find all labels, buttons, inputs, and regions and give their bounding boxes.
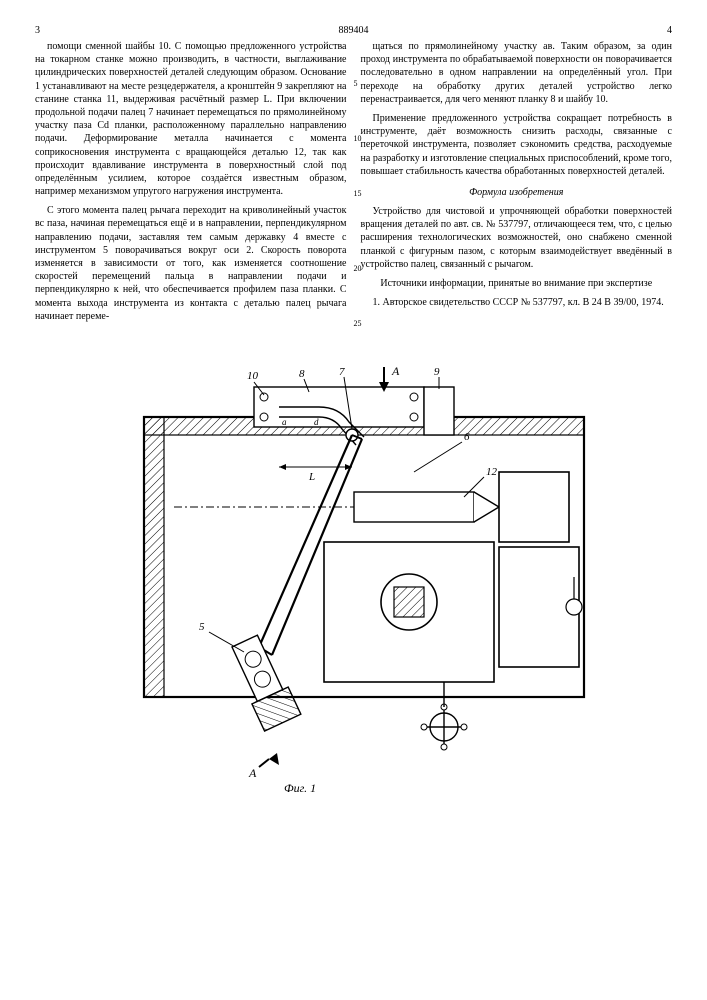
right-paragraph-3: Устройство для чистовой и упрочняющей об… [361,205,673,271]
sources-heading: Источники информации, принятые во вниман… [361,277,673,290]
page-number-left: 3 [35,25,65,36]
workpiece-12 [354,492,474,522]
dimension-L: L [279,464,352,483]
figure-1: A A L 10 8 7 9 [35,347,672,797]
document-number: 889404 [65,25,642,36]
left-paragraph-2: С этого момента палец рычага переходит н… [35,204,347,323]
callout-5: 5 [199,621,205,633]
callout-6: 6 [464,431,470,443]
right-column: щаться по прямолинейному участку ав. Так… [361,40,673,329]
callout-9: 9 [434,366,440,378]
tailstock [499,472,569,542]
callout-d: d [314,417,319,427]
figure-caption: Фиг. 1 [284,781,316,795]
carriage-nut [394,587,424,617]
cross-handwheel [421,704,467,750]
bolt-icon [410,393,418,401]
svg-text:A: A [248,766,257,780]
bolt-icon [260,413,268,421]
left-column: помощи сменной шайбы 10. С помощью предл… [35,40,347,329]
bracket-9 [424,387,454,435]
svg-text:L: L [308,471,315,483]
callout-12: 12 [486,466,498,478]
bolt-icon [410,413,418,421]
tailstock-centre [474,492,499,522]
callout-10: 10 [247,370,259,382]
page: 3 889404 4 помощи сменной шайбы 10. С по… [0,0,707,1000]
machine-column-left [144,417,164,697]
right-paragraph-1: щаться по прямолинейному участку ав. Так… [361,40,673,106]
source-1: 1. Авторское свидетельство СССР № 537797… [361,296,673,309]
text-columns: помощи сменной шайбы 10. С помощью предл… [35,40,672,329]
header: 3 889404 4 [35,25,672,36]
tool-head [226,633,300,731]
callout-7: 7 [339,366,345,378]
handwheel-icon [566,599,582,615]
formula-title: Формула изобретения [361,186,673,199]
callout-a: a [282,417,287,427]
svg-text:A: A [391,364,400,378]
page-number-right: 4 [642,25,672,36]
right-paragraph-2: Применение предложенного устройства сокр… [361,112,673,178]
callout-8: 8 [299,368,305,380]
left-paragraph-1: помощи сменной шайбы 10. С помощью предл… [35,40,347,198]
figure-svg: A A L 10 8 7 9 [104,347,604,797]
